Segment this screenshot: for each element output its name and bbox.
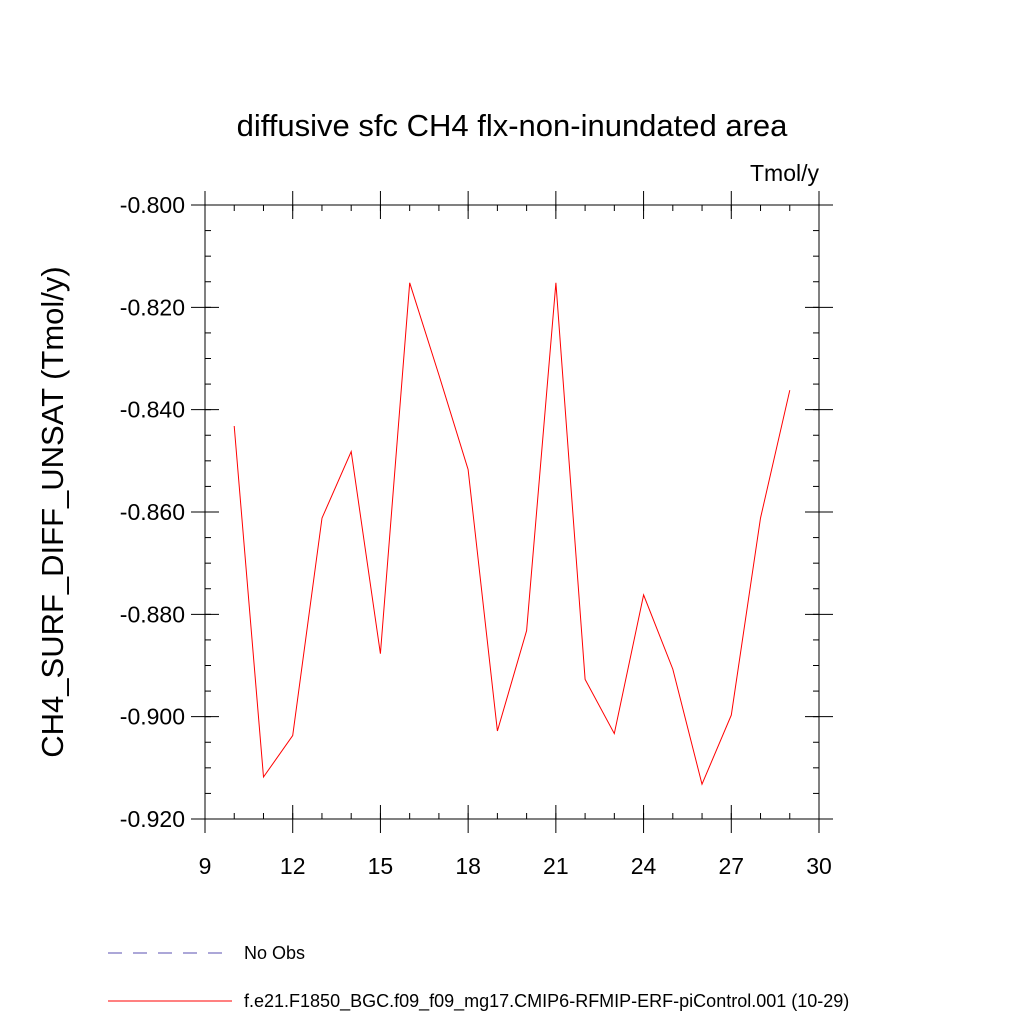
legend-label-model: f.e21.F1850_BGC.f09_f09_mg17.CMIP6-RFMIP… <box>244 991 849 1012</box>
series-line <box>233 282 791 786</box>
plot-frame <box>204 204 820 820</box>
legend-label-no-obs: No Obs <box>244 943 305 963</box>
chart-title: diffusive sfc CH4 flx-non-inundated area <box>237 108 789 143</box>
y-tick-label: -0.860 <box>120 499 185 525</box>
x-tick-label: 30 <box>806 853 832 879</box>
y-tick-label: -0.880 <box>120 601 185 627</box>
units-label: Tmol/y <box>750 160 820 186</box>
legend: No Obs f.e21.F1850_BGC.f09_f09_mg17.CMIP… <box>108 943 849 1012</box>
x-tick-label: 15 <box>368 853 394 879</box>
x-tick-label: 27 <box>718 853 744 879</box>
series-layer <box>233 282 791 786</box>
y-tick-label: -0.900 <box>120 704 185 730</box>
minor-ticks <box>204 204 820 820</box>
y-tick-label: -0.800 <box>120 192 185 218</box>
y-tick-label: -0.820 <box>120 294 185 320</box>
y-tick-label: -0.920 <box>120 806 185 832</box>
x-tick-label: 24 <box>631 853 657 879</box>
x-tick-label: 12 <box>280 853 306 879</box>
x-tick-labels: 9 12 15 18 21 24 27 30 <box>199 853 832 879</box>
y-tick-labels: -0.920 -0.900 -0.880 -0.860 -0.840 -0.820 -0.8… <box>120 192 185 832</box>
x-tick-label: 21 <box>543 853 569 879</box>
major-ticks <box>191 191 833 833</box>
x-tick-label: 18 <box>455 853 481 879</box>
y-tick-label: -0.840 <box>120 397 185 423</box>
y-axis-label: CH4_SURF_DIFF_UNSAT (Tmol/y) <box>35 266 70 757</box>
x-tick-label: 9 <box>199 853 212 879</box>
